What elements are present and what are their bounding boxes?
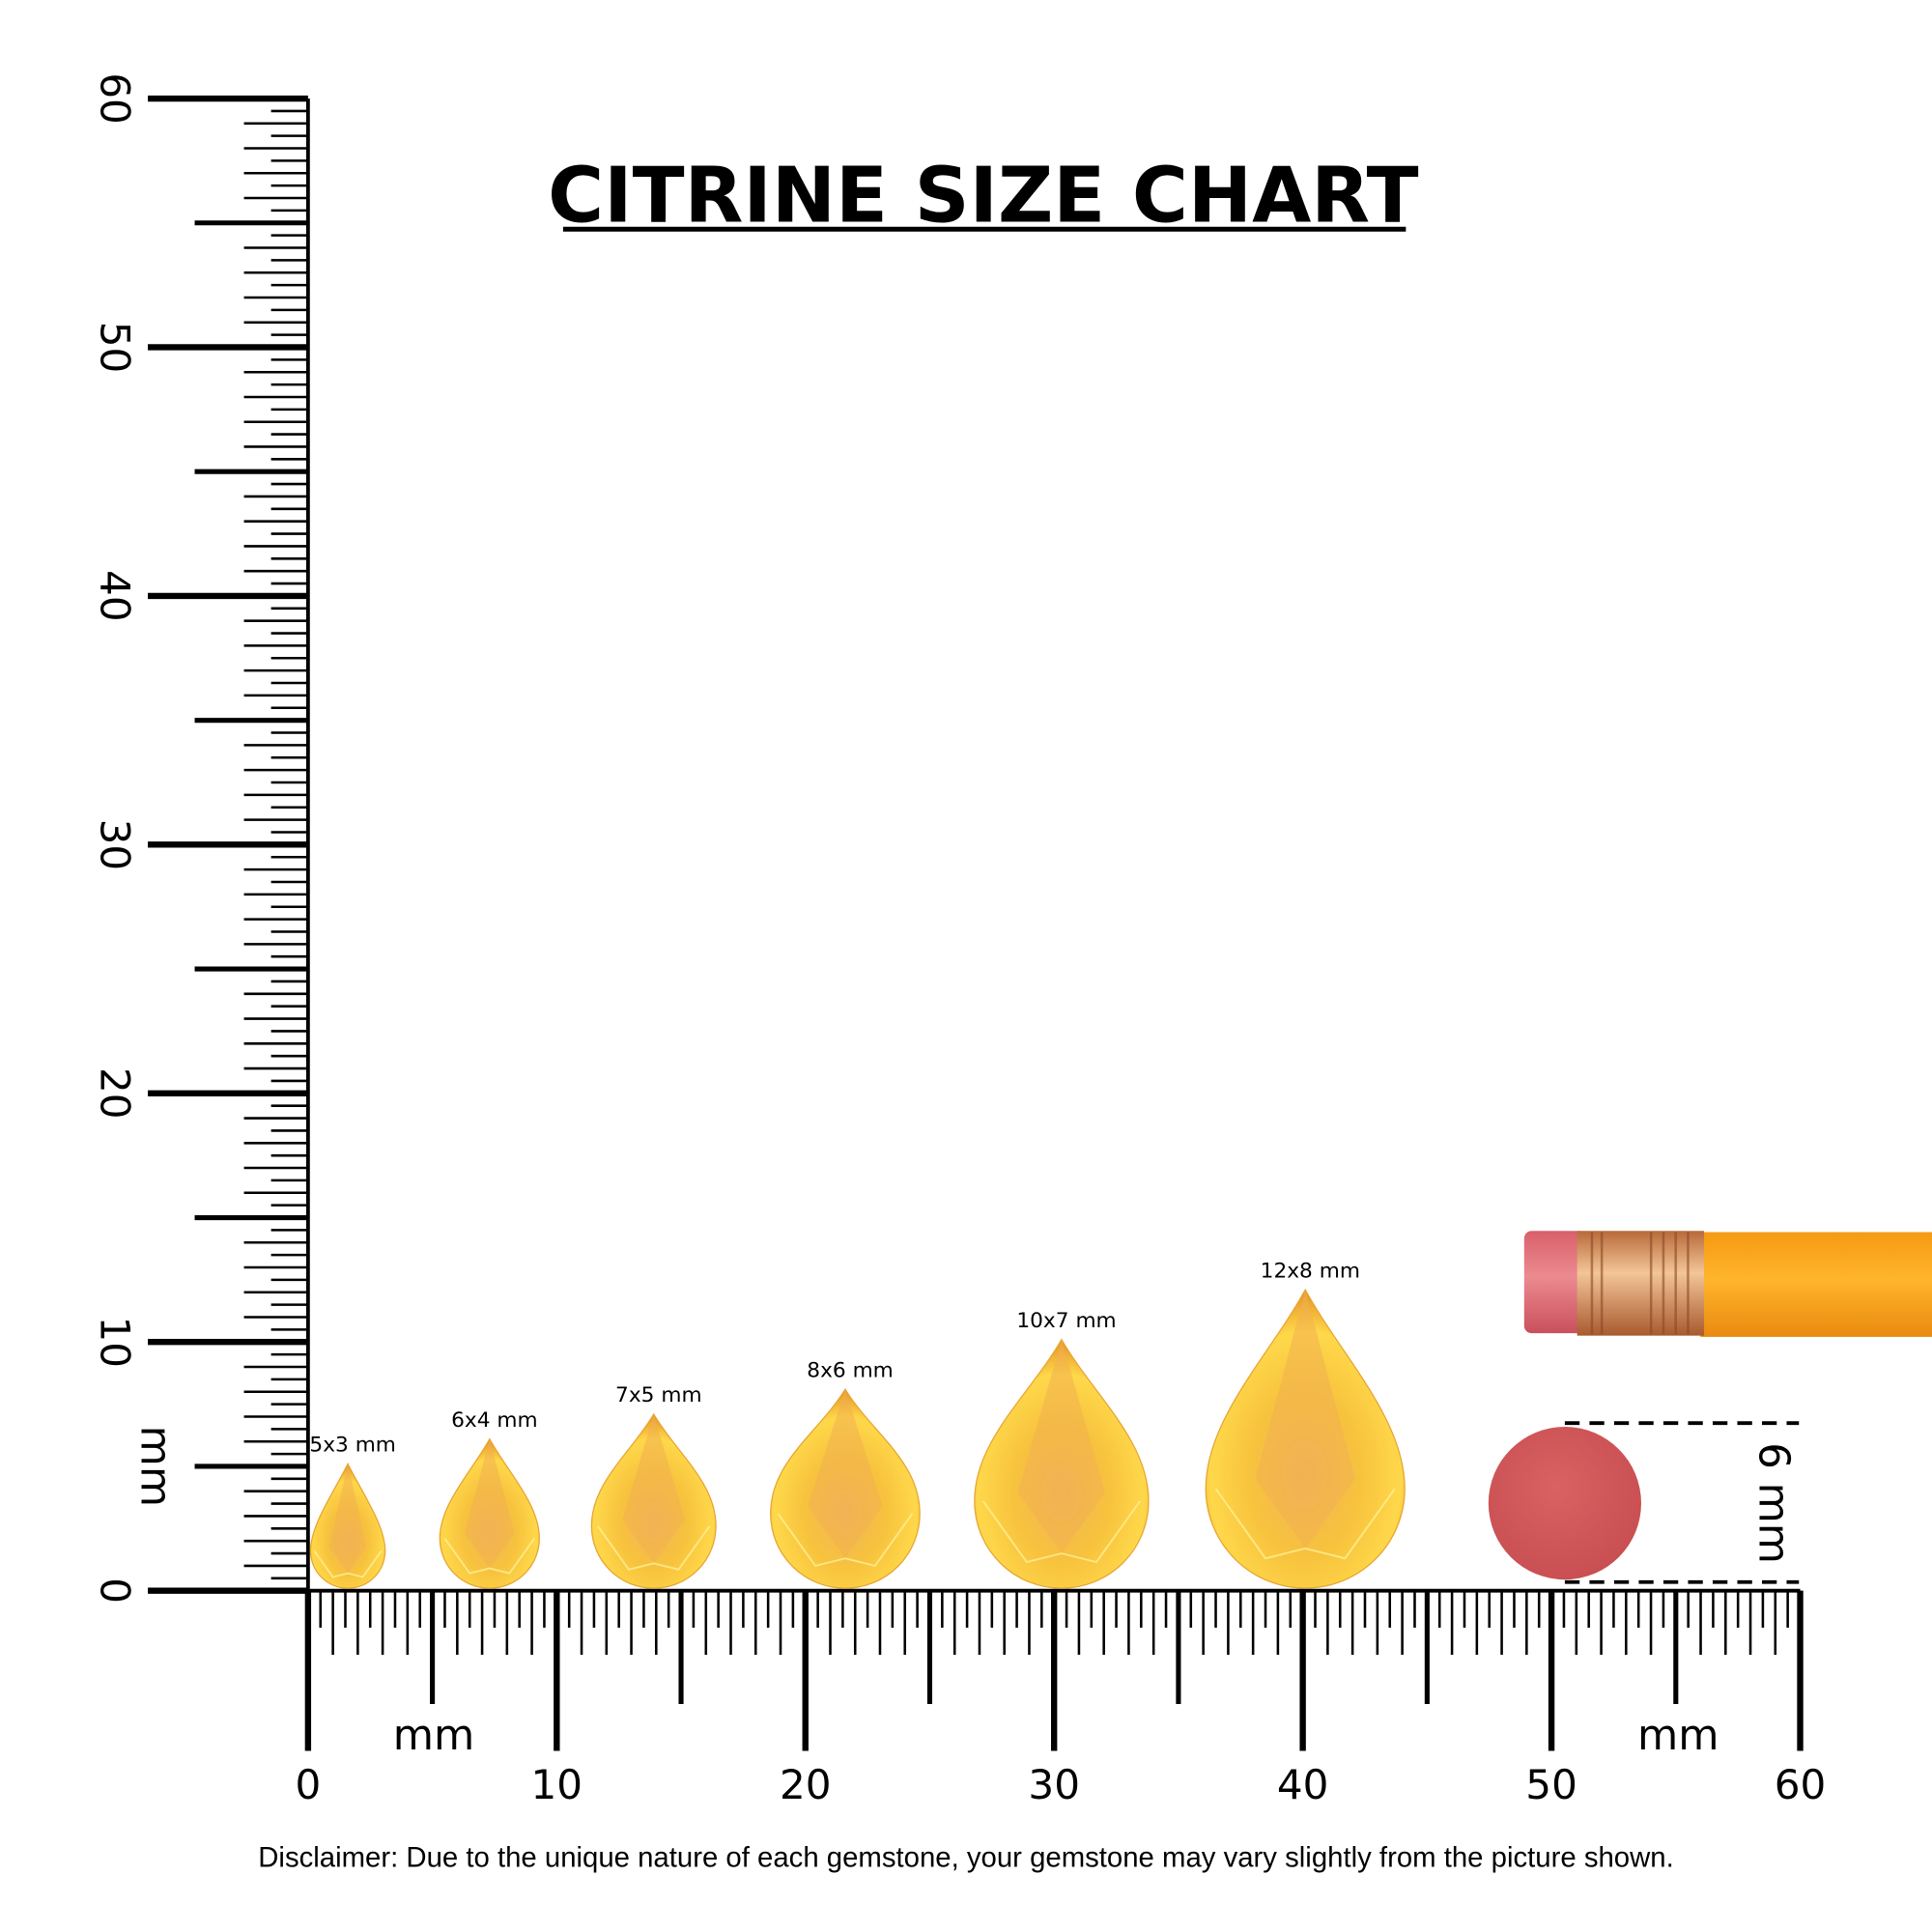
gem-size-label: 12x8 mm xyxy=(1261,1259,1360,1283)
gem-facet-lines xyxy=(443,1538,535,1575)
gem-item: 5x3 mm xyxy=(309,1434,396,1589)
eraser-reference-ball xyxy=(1488,1427,1641,1580)
gem-facet-lines xyxy=(982,1500,1141,1564)
gem-size-label: 5x3 mm xyxy=(309,1434,396,1458)
gem-item: 12x8 mm xyxy=(1205,1259,1406,1588)
gem-facet xyxy=(1017,1339,1105,1554)
pencil-ferrule xyxy=(1577,1231,1705,1336)
y-tick-label: 20 xyxy=(92,1067,139,1120)
x-tick-label: 30 xyxy=(1028,1761,1080,1808)
gem-item: 7x5 mm xyxy=(590,1383,717,1589)
y-tick-label: 10 xyxy=(92,1316,139,1368)
vertical-ruler: 0 10 20 30 40 50 60 xyxy=(92,72,310,1604)
x-tick-label: 60 xyxy=(1775,1761,1827,1808)
reference-size-label: 6 mm xyxy=(1748,1442,1797,1564)
y-tick-label: 50 xyxy=(92,322,139,374)
pencil xyxy=(1523,1231,1932,1337)
gem-facet xyxy=(808,1389,883,1559)
gem-item: 6x4 mm xyxy=(439,1408,540,1589)
gem-facet-lines xyxy=(777,1513,914,1568)
gem-item: 10x7 mm xyxy=(974,1309,1150,1589)
y-tick-label: 0 xyxy=(92,1577,139,1604)
gem-facet xyxy=(1255,1290,1355,1548)
pencil-body xyxy=(1700,1232,1932,1337)
gem-facet xyxy=(465,1438,515,1569)
gem-facet-lines xyxy=(597,1525,711,1571)
y-axis-unit: mm xyxy=(131,1426,180,1507)
y-tick-label: 30 xyxy=(92,819,139,871)
x-axis-unit-right: mm xyxy=(1637,1712,1719,1760)
y-tick-label: 40 xyxy=(92,570,139,622)
x-tick-label: 40 xyxy=(1277,1761,1329,1808)
horizontal-ruler: 0 10 20 30 40 50 60 xyxy=(295,1588,1827,1808)
x-tick-label: 20 xyxy=(780,1761,832,1808)
disclaimer: Disclaimer: Due to the unique nature of … xyxy=(258,1841,1674,1873)
gem-facet xyxy=(622,1413,685,1564)
y-tick-label: 60 xyxy=(92,72,139,125)
gem-size-label: 6x4 mm xyxy=(451,1408,538,1433)
gem-size-label: 7x5 mm xyxy=(615,1383,702,1407)
gem-group: 5x3 mm 6x4 mm 7x5 mm 8x6 mm 10x7 mm 12x8 mm xyxy=(309,1259,1406,1589)
x-tick-label: 50 xyxy=(1525,1761,1577,1808)
gem-size-label: 10x7 mm xyxy=(1016,1309,1116,1333)
gem-size-label: 8x6 mm xyxy=(807,1358,894,1382)
gem-facet-lines xyxy=(313,1549,383,1578)
gem-facet-lines xyxy=(1214,1488,1396,1560)
x-tick-label: 0 xyxy=(295,1761,321,1808)
gem-facet xyxy=(328,1463,367,1574)
chart-title: CITRINE SIZE CHART xyxy=(548,152,1418,241)
x-tick-label: 10 xyxy=(531,1761,583,1808)
x-axis-unit-left: mm xyxy=(393,1712,474,1760)
pencil-eraser xyxy=(1523,1231,1586,1334)
gem-item: 8x6 mm xyxy=(770,1358,921,1589)
